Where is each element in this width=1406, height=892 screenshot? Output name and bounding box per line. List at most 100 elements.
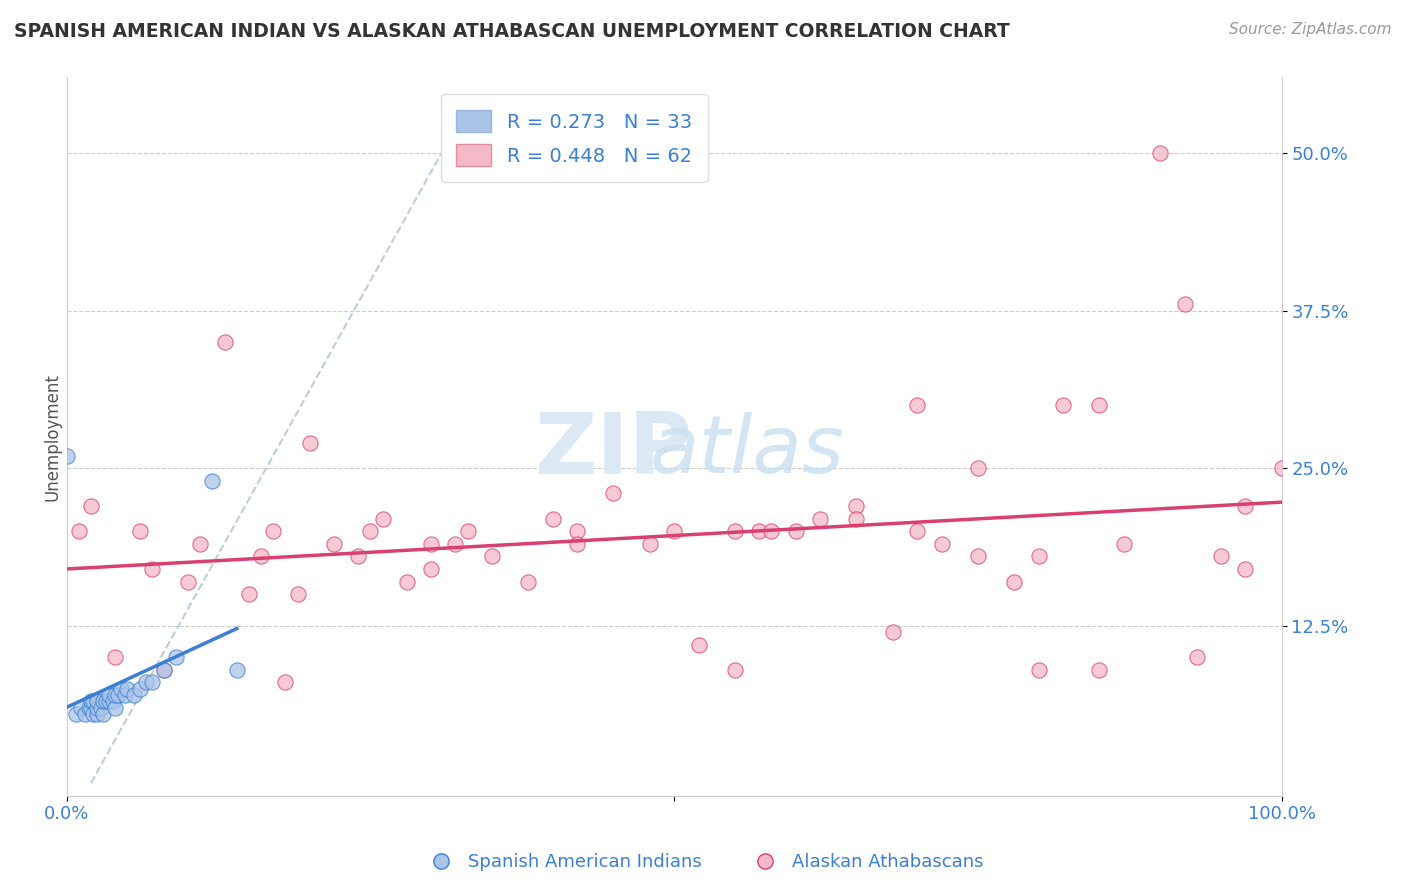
Point xyxy=(808,511,831,525)
Point xyxy=(188,537,211,551)
Point xyxy=(82,706,104,721)
Point xyxy=(153,663,176,677)
Y-axis label: Unemployment: Unemployment xyxy=(44,373,60,500)
Point xyxy=(225,663,247,677)
Point xyxy=(86,706,108,721)
Point xyxy=(250,549,273,564)
Point xyxy=(201,474,224,488)
Point xyxy=(688,638,710,652)
Point xyxy=(1052,398,1074,412)
Point xyxy=(1002,574,1025,589)
Point xyxy=(86,700,108,714)
Point xyxy=(80,499,103,513)
Point xyxy=(517,574,540,589)
Point xyxy=(91,706,114,721)
Text: Source: ZipAtlas.com: Source: ZipAtlas.com xyxy=(1229,22,1392,37)
Point xyxy=(882,624,904,639)
Point xyxy=(141,562,163,576)
Point xyxy=(347,549,370,564)
Point xyxy=(104,688,127,702)
Point xyxy=(117,681,139,696)
Point xyxy=(1209,549,1232,564)
Point xyxy=(1088,398,1111,412)
Point xyxy=(65,706,87,721)
Point xyxy=(287,587,309,601)
Point xyxy=(135,675,157,690)
Point xyxy=(77,700,100,714)
Point xyxy=(238,587,260,601)
Point xyxy=(1028,663,1050,677)
Point xyxy=(323,537,346,551)
Point xyxy=(101,694,124,708)
Legend: Spanish American Indians, Alaskan Athabascans: Spanish American Indians, Alaskan Athaba… xyxy=(415,847,991,879)
Point xyxy=(761,524,783,538)
Point xyxy=(845,511,868,525)
Point xyxy=(153,663,176,677)
Point xyxy=(420,562,443,576)
Point xyxy=(298,436,321,450)
Point xyxy=(541,511,564,525)
Point xyxy=(457,524,479,538)
Point xyxy=(395,574,418,589)
Point xyxy=(80,694,103,708)
Point xyxy=(359,524,381,538)
Point xyxy=(122,688,145,702)
Point xyxy=(98,694,121,708)
Text: atlas: atlas xyxy=(650,412,845,490)
Point xyxy=(724,663,747,677)
Point xyxy=(565,524,588,538)
Point xyxy=(90,700,112,714)
Point xyxy=(165,650,187,665)
Point xyxy=(1234,562,1257,576)
Text: SPANISH AMERICAN INDIAN VS ALASKAN ATHABASCAN UNEMPLOYMENT CORRELATION CHART: SPANISH AMERICAN INDIAN VS ALASKAN ATHAB… xyxy=(14,22,1010,41)
Text: ZIP: ZIP xyxy=(534,409,692,492)
Point xyxy=(1271,461,1294,475)
Point xyxy=(664,524,686,538)
Point xyxy=(80,700,103,714)
Point xyxy=(114,688,136,702)
Point xyxy=(104,650,127,665)
Point xyxy=(86,694,108,708)
Point xyxy=(565,537,588,551)
Point xyxy=(70,700,93,714)
Point xyxy=(110,681,132,696)
Point xyxy=(638,537,661,551)
Point xyxy=(724,524,747,538)
Point xyxy=(274,675,297,690)
Point xyxy=(98,688,121,702)
Point xyxy=(420,537,443,551)
Point xyxy=(262,524,284,538)
Point xyxy=(785,524,807,538)
Point xyxy=(128,524,150,538)
Point xyxy=(748,524,770,538)
Point xyxy=(1295,511,1317,525)
Point xyxy=(94,694,117,708)
Point xyxy=(1185,650,1208,665)
Point xyxy=(967,461,990,475)
Point xyxy=(82,694,104,708)
Point xyxy=(214,335,236,350)
Point xyxy=(177,574,200,589)
Point xyxy=(967,549,990,564)
Point xyxy=(1234,499,1257,513)
Point xyxy=(1173,297,1195,311)
Point xyxy=(91,694,114,708)
Point xyxy=(371,511,394,525)
Point xyxy=(1149,146,1171,161)
Legend: R = 0.273   N = 33, R = 0.448   N = 62: R = 0.273 N = 33, R = 0.448 N = 62 xyxy=(441,95,707,182)
Point xyxy=(55,449,77,463)
Point xyxy=(67,524,90,538)
Point xyxy=(141,675,163,690)
Point xyxy=(104,700,127,714)
Point xyxy=(1088,663,1111,677)
Point xyxy=(73,706,96,721)
Point xyxy=(128,681,150,696)
Point xyxy=(905,524,928,538)
Point xyxy=(602,486,624,500)
Point xyxy=(1112,537,1135,551)
Point xyxy=(905,398,928,412)
Point xyxy=(481,549,503,564)
Point xyxy=(845,499,868,513)
Point xyxy=(444,537,467,551)
Point xyxy=(1028,549,1050,564)
